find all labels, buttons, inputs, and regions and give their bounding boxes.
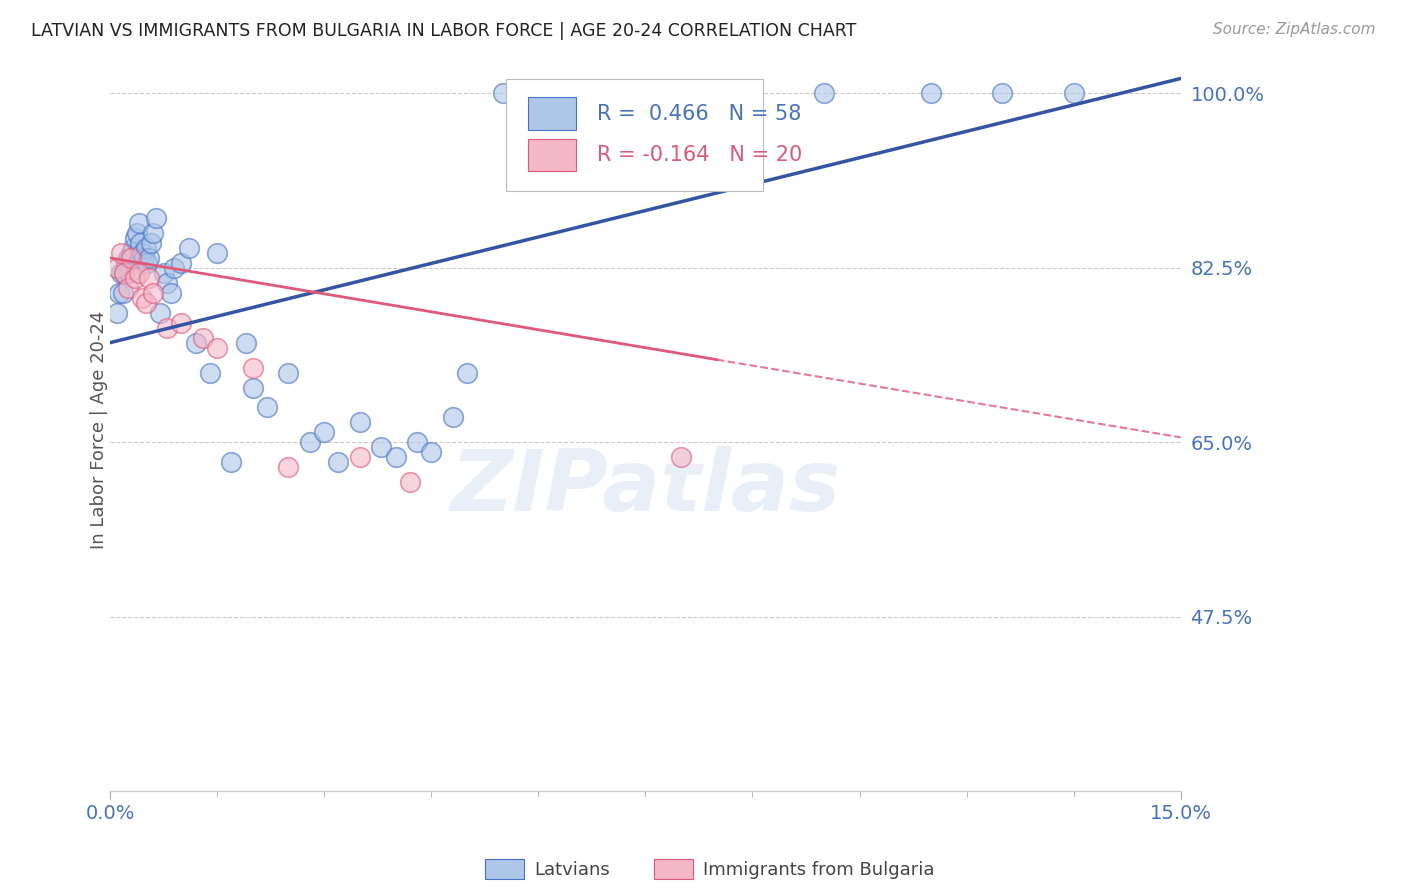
Point — [527, 87, 550, 101]
Point — [562, 87, 585, 101]
Point — [242, 360, 264, 375]
Point — [145, 211, 167, 225]
Point — [156, 320, 179, 334]
Point — [221, 455, 243, 469]
Point — [156, 276, 179, 290]
Text: LATVIAN VS IMMIGRANTS FROM BULGARIA IN LABOR FORCE | AGE 20-24 CORRELATION CHART: LATVIAN VS IMMIGRANTS FROM BULGARIA IN L… — [31, 22, 856, 40]
Point — [142, 285, 165, 300]
Point — [634, 87, 657, 101]
Text: R = -0.164   N = 20: R = -0.164 N = 20 — [598, 145, 803, 165]
Point — [117, 251, 139, 265]
Point — [191, 331, 214, 345]
Point — [112, 266, 135, 280]
Point — [120, 246, 142, 260]
Point — [152, 266, 174, 280]
Point — [138, 271, 160, 285]
Text: Source: ZipAtlas.com: Source: ZipAtlas.com — [1212, 22, 1375, 37]
Point — [384, 450, 406, 465]
Point — [242, 380, 264, 394]
Point — [141, 235, 163, 250]
Point — [128, 216, 150, 230]
Point — [456, 366, 478, 380]
Point — [111, 285, 134, 300]
Point — [134, 251, 156, 265]
Point — [110, 246, 132, 260]
FancyBboxPatch shape — [506, 79, 763, 192]
Point — [127, 226, 149, 240]
Point — [105, 260, 128, 275]
Point — [441, 410, 464, 425]
Point — [298, 435, 321, 450]
Point — [136, 256, 159, 270]
Point — [149, 306, 172, 320]
Point — [124, 231, 146, 245]
Text: ZIPatlas: ZIPatlas — [450, 446, 841, 529]
Point — [406, 435, 429, 450]
Point — [117, 281, 139, 295]
Point — [138, 251, 160, 265]
Text: Immigrants from Bulgaria: Immigrants from Bulgaria — [703, 861, 935, 879]
Point — [599, 87, 621, 101]
Point — [277, 460, 299, 475]
Point — [118, 266, 141, 280]
Point — [142, 226, 165, 240]
Point — [398, 475, 420, 490]
Point — [741, 87, 763, 101]
Point — [256, 401, 278, 415]
Point — [813, 87, 835, 101]
Text: R =  0.466   N = 58: R = 0.466 N = 58 — [598, 104, 801, 124]
Point — [920, 87, 942, 101]
Point — [205, 341, 228, 355]
Y-axis label: In Labor Force | Age 20-24: In Labor Force | Age 20-24 — [90, 310, 108, 549]
Point — [131, 291, 153, 305]
Point — [669, 450, 692, 465]
Point — [991, 87, 1014, 101]
Text: Latvians: Latvians — [534, 861, 610, 879]
Point — [235, 335, 257, 350]
Point — [170, 316, 193, 330]
Point — [491, 87, 513, 101]
Point — [128, 266, 150, 280]
Point — [328, 455, 350, 469]
Bar — [527, 97, 576, 130]
Point — [205, 246, 228, 260]
Point — [120, 251, 142, 265]
Point — [135, 295, 157, 310]
Point — [110, 266, 132, 280]
Point — [198, 366, 221, 380]
Point — [349, 450, 371, 465]
Point — [370, 441, 392, 455]
Point — [669, 87, 692, 101]
Point — [314, 425, 336, 440]
Point — [105, 306, 128, 320]
Point — [420, 445, 443, 459]
Point — [170, 256, 193, 270]
Point — [177, 241, 200, 255]
Point — [277, 366, 299, 380]
Point — [107, 285, 129, 300]
Point — [124, 271, 146, 285]
Bar — [527, 138, 576, 171]
Point — [184, 335, 207, 350]
Point — [135, 241, 157, 255]
Point — [1063, 87, 1085, 101]
Point — [121, 241, 143, 255]
Point — [129, 235, 152, 250]
Point — [163, 260, 186, 275]
Point — [349, 416, 371, 430]
Point — [114, 256, 136, 270]
Point — [131, 246, 153, 260]
Point — [112, 266, 135, 280]
Point — [159, 285, 181, 300]
